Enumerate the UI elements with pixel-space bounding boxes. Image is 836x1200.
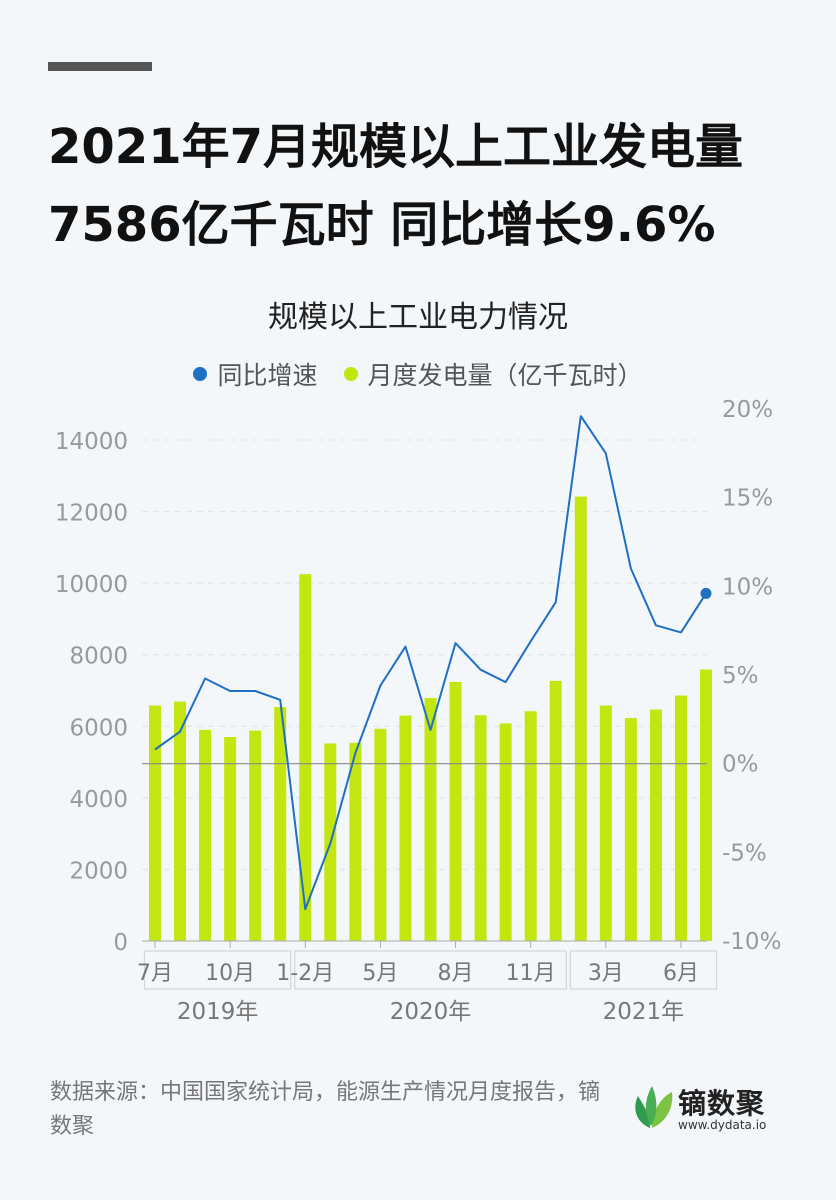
footer-source: 数据来源：中国国家统计局，能源生产情况月度报告，镝数聚 [50,1080,601,1139]
bar [199,729,212,941]
x-year-label: 2021年 [603,999,685,1025]
bar [549,680,562,941]
left-tick-label: 4000 [69,787,128,813]
left-tick-label: 2000 [69,858,128,884]
bar [424,698,437,941]
bar [149,705,161,941]
left-tick-label: 0 [113,930,128,956]
legend-line-marker [193,367,208,381]
right-tick-label: 5% [722,663,759,689]
bar [174,701,187,941]
x-group-box [143,950,292,990]
right-tick-label: 0% [722,752,759,778]
x-tick-label: 5月 [362,961,398,986]
bar [224,737,237,941]
bar [599,705,612,941]
x-tick-label: 6月 [663,961,699,986]
left-tick-label: 10000 [55,572,128,598]
bar [249,730,262,941]
bar [499,723,512,941]
bar [674,695,687,941]
chart-legend: 同比增速 月度发电量（亿千瓦时） [0,356,836,392]
x-tick-label: 10月 [205,961,255,986]
bar [524,711,537,941]
leaf-logo-icon [635,1086,673,1128]
logo-url: www.dydata.io [678,1118,767,1132]
left-tick-label: 12000 [55,501,128,527]
left-tick-label: 8000 [69,644,128,670]
x-tick-label: 1-2月 [276,961,334,986]
chart-title: 规模以上工业电力情况 [268,300,568,335]
growth-line-end-point [700,587,712,599]
combo-chart: 0 2000 4000 6000 8000 10000 12000 14000 -10% -5% 0… [55,397,782,1025]
bar [474,715,487,941]
right-tick-label: 10% [722,574,773,600]
x-tick-label: 11月 [506,961,556,986]
right-tick-label: 20% [722,397,773,423]
bar [649,709,662,941]
bar [274,706,287,941]
accent-bar [48,62,152,71]
right-tick-label: -5% [722,840,767,866]
x-tick-label: 3月 [588,961,624,986]
left-tick-label: 6000 [69,715,128,741]
headline: 2021年7月规模以上工业发电量 7586亿千瓦时 同比增长9.6% [48,108,808,264]
x-year-label: 2020年 [390,999,472,1025]
bar [299,574,312,941]
headline-line-1: 2021年7月规模以上工业发电量 [48,119,743,175]
bar [449,681,462,941]
legend-label-output: 月度发电量（亿千瓦时） [367,361,643,390]
headline-line-2: 7586亿千瓦时 同比增长9.6% [48,197,716,253]
x-group-box [569,950,718,990]
legend-item-output: 月度发电量（亿千瓦时） [343,356,643,392]
legend-bar-marker [343,367,358,381]
bar [374,728,387,941]
right-tick-label: -10% [722,929,781,955]
right-tick-label: 15% [722,486,773,512]
x-tick-label: 7月 [137,961,173,986]
x-year-label: 2019年 [177,999,259,1025]
bar [574,496,587,941]
bar [700,669,712,941]
left-tick-label: 14000 [55,429,128,455]
brand-logo: 镝数聚 www.dydata.io [630,1078,800,1138]
bar [349,742,362,941]
legend-label-growth: 同比增速 [217,361,318,390]
logo-name: 镝数聚 [678,1087,766,1120]
bar [624,718,637,941]
x-tick-label: 8月 [438,961,474,986]
bar [399,715,412,941]
x-group-box [294,950,567,990]
legend-item-growth: 同比增速 [193,356,318,392]
growth-line [154,415,707,911]
